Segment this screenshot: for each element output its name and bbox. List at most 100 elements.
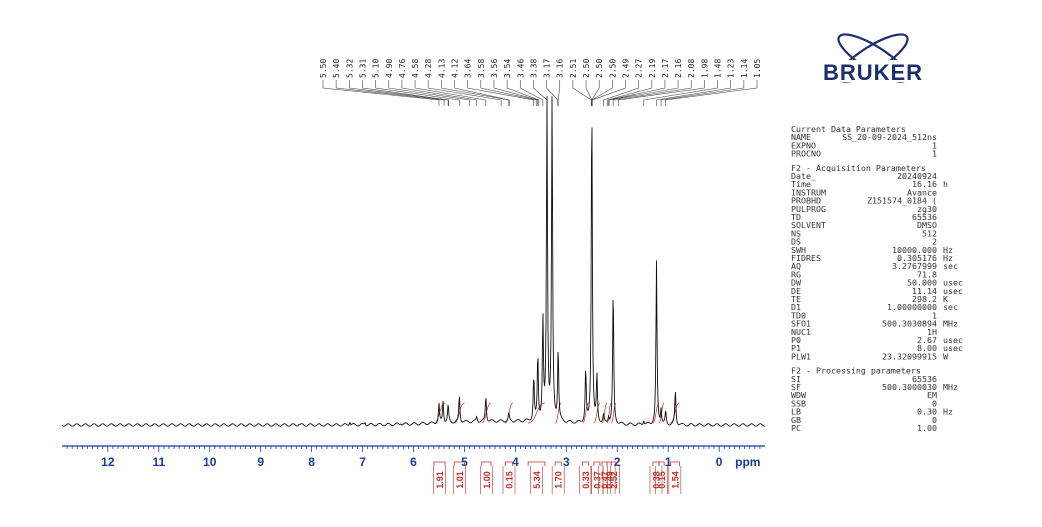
peak-leader [656,80,731,106]
parameter-name: DS [791,237,801,247]
peak-label: 3.58 [477,59,486,78]
parameter-name: AQ [791,261,801,271]
logo-wordmark: BRUKER [823,60,923,85]
peak-label: 2.27 [635,59,644,78]
integral-bracket [504,461,514,466]
parameter-value: 1 [932,310,937,320]
parameter-value: 16.16 [912,179,937,189]
parameter-name: TE [791,294,801,304]
parameter-name: P1 [791,343,801,353]
peak-label: 1.05 [753,59,762,78]
parameter-name: DW [791,278,801,288]
peak-leader [533,80,548,106]
parameter-value: 1.00 [917,423,937,433]
parameter-unit: MHz [943,382,958,392]
peak-leader [617,80,705,106]
peak-leader [506,80,540,106]
peak-label: 5.50 [319,59,328,78]
logo-text-backdrop [829,60,917,82]
peak-label: 2.50 [582,59,591,78]
peak-label: 4.90 [385,59,394,78]
parameter-unit: usec [943,278,963,288]
integral-value: 1.01 [455,471,465,489]
integral-bracket [610,461,617,466]
peak-leader [608,80,666,106]
peak-leader [427,80,502,106]
parameter-name: NUC1 [791,327,811,337]
peak-label: 3.54 [503,59,512,78]
integral-bracket [433,461,446,466]
parameter-unit: MHz [943,319,958,329]
parameter-value: 23.32099915 [882,351,937,361]
peak-leader [349,80,449,106]
parameter-value: 8.00 [917,343,937,353]
peak-leader [322,80,440,106]
peak-leader [335,80,445,106]
peak-leader [388,80,470,106]
parameter-value: 1H [927,327,937,337]
peak-label: 3.46 [516,59,525,78]
integral-bracket [554,461,562,466]
parameter-value: EM [927,390,937,400]
parameter-name: PROBHD [791,196,821,206]
tick-label: 8 [308,455,315,469]
tick-label: 10 [203,455,217,469]
parameter-value: 500.3000030 [882,382,937,392]
peak-leader [519,80,544,106]
parameter-unit: sec [943,261,958,271]
parameter-value: 0.305176 [897,253,937,263]
parameter-value: 11.14 [912,286,937,296]
peak-label-leaders [322,80,758,106]
integral-bracket [527,461,546,466]
peak-leader [493,80,539,106]
tick-label: 12 [101,455,115,469]
peak-label: 1.98 [700,59,709,78]
parameter-heading: F2 - Processing parameters [791,366,921,376]
peak-label: 1.14 [740,59,749,78]
peak-label: 2.19 [648,59,657,78]
peak-leader [546,80,558,106]
parameter-name: PC [791,423,801,433]
peak-leader [592,80,626,106]
parameter-value: 1 [932,140,937,150]
parameter-name: TD [791,212,801,222]
parameter-unit: Hz [943,407,953,417]
parameter-heading: F2 - Acquisition Parameters [791,163,926,173]
peak-leader [557,80,561,106]
parameter-name: SWH [791,245,806,255]
parameter-name: FIDRES [791,253,821,263]
peak-label: 2.16 [674,59,683,78]
parameter-value: 65536 [912,374,937,384]
parameter-value: 1.00000000 [887,302,937,312]
integral-bracket [652,461,660,466]
integral-bracket [669,461,680,466]
integral-curve [601,402,608,424]
ppm-axis: 12 11 10 9 8 7 6 5 4 3 2 1 0 ppm [62,445,765,469]
peak-leader [607,80,653,106]
integral-bracket [453,461,465,466]
parameter-unit: K [943,294,948,304]
peak-label: 5.40 [332,59,341,78]
tick-label: 1 [665,455,672,469]
integral-curve [606,402,612,424]
integral-bracket [606,461,612,466]
peak-label: 2.49 [621,59,630,78]
integral-value: 0.47 [600,471,610,489]
parameter-value: 500.3030894 [882,319,937,329]
integral-bracket [593,461,601,466]
parameter-name: P0 [791,335,801,345]
peak-label: 3.16 [556,59,565,78]
peak-label: 2.51 [569,59,578,78]
parameter-name: SOLVENT [791,220,826,230]
parameter-value: 2 [932,237,937,247]
parameter-name: SF [791,382,801,392]
parameter-unit: Hz [943,253,953,263]
x-axis-label: ppm [735,455,760,469]
tick-label: 11 [152,455,165,469]
integral-bracket [481,461,492,466]
parameter-value: zg30 [917,204,937,214]
peak-label: 5.32 [345,59,354,78]
parameter-name: SI [791,374,801,384]
parameter-name: LB [791,407,801,417]
